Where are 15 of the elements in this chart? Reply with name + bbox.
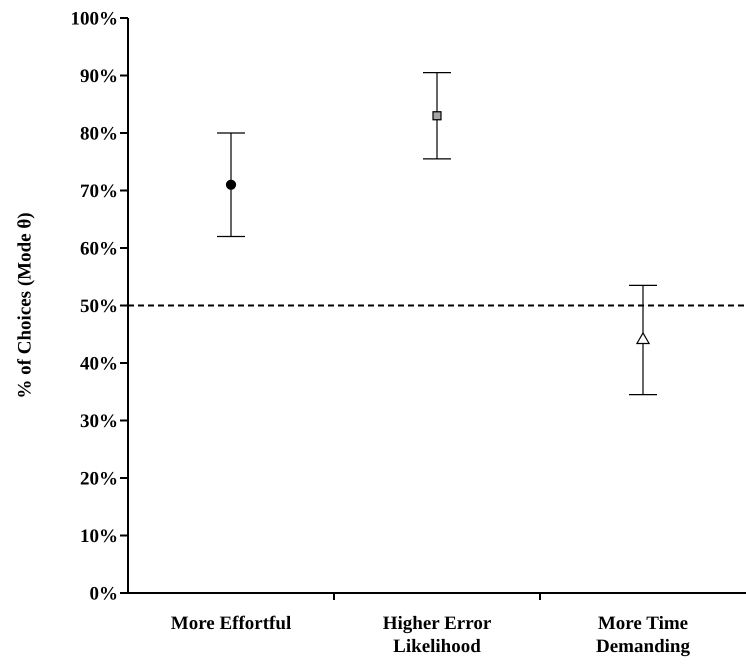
y-tick-label: 30% [80,411,118,432]
y-tick-label: 50% [80,296,118,318]
y-tick-label: 20% [80,468,118,490]
y-tick-label: 60% [80,238,118,260]
y-axis-title: % of Choices (Mode θ) [14,212,36,399]
y-tick-label: 10% [80,526,118,548]
y-tick-label: 40% [80,354,118,375]
y-tick-label: 90% [80,66,118,88]
x-tick-label: Higher Error Likelihood [382,613,492,657]
y-tick-label: 0% [90,584,118,605]
y-tick-label: 80% [80,124,118,145]
y-tick-label: 70% [80,181,118,202]
x-tick-label: More Effortful [170,613,292,634]
y-tick-label: 100% [70,8,118,30]
x-tick-label: More Time Demanding [596,613,690,657]
